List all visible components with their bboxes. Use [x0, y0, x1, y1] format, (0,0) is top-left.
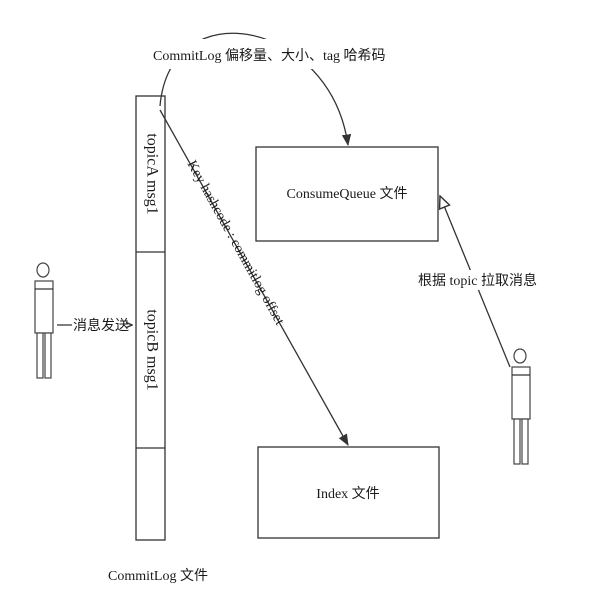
index-label: Index 文件 — [316, 486, 379, 502]
consumequeue-label: ConsumeQueue 文件 — [287, 186, 408, 202]
commitlog-segment-topicb: topicB msg1 — [143, 309, 160, 390]
consumequeue-file: ConsumeQueue 文件 — [255, 146, 439, 242]
edge-label-bg — [416, 270, 524, 290]
commitlog-file: topicA msg1 topicB msg1 — [135, 95, 166, 541]
commitlog-segment-topica: topicA msg1 — [143, 133, 160, 214]
edge-label-bg — [150, 39, 340, 69]
edge-label-pull: 根据 topic 拉取消息 — [418, 272, 537, 289]
edge-label-consumequeue: CommitLog 偏移量、大小、tag 哈希码 — [153, 48, 386, 64]
commitlog-caption: CommitLog 文件 — [108, 568, 208, 584]
index-file: Index 文件 — [257, 446, 440, 539]
producer-figure-icon — [34, 262, 54, 379]
edge-label-send: 消息发送 — [73, 317, 129, 334]
edge-label-bg — [72, 316, 126, 334]
edge-commitlog-to-index — [159, 109, 349, 447]
consumer-figure-icon — [511, 348, 531, 465]
